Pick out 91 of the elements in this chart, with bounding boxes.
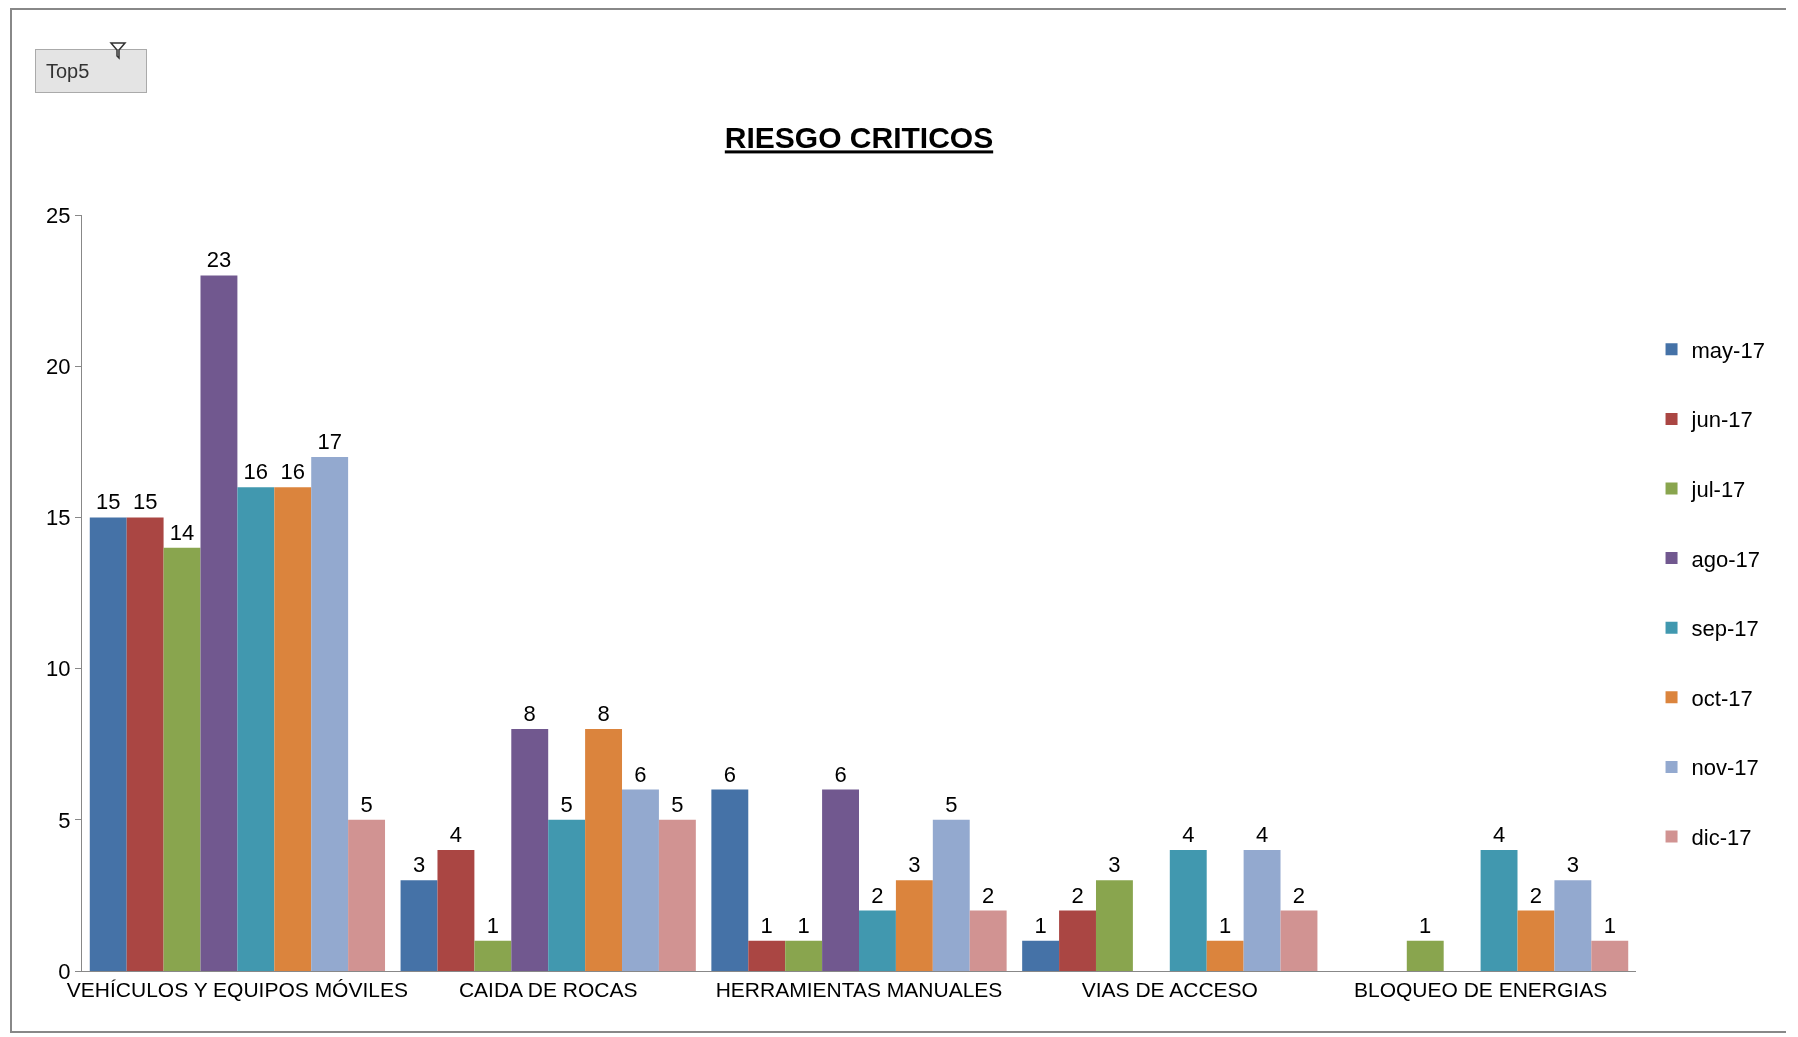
bar	[1095, 880, 1133, 971]
bar	[274, 487, 312, 971]
bar	[1022, 940, 1060, 971]
data-label: 4	[1182, 822, 1195, 848]
bar	[89, 517, 127, 971]
x-tick-label: VIAS DE ACCESO	[1081, 978, 1258, 1002]
x-tick-label: HERRAMIENTAS MANUALES	[715, 978, 1003, 1002]
data-label: 3	[412, 852, 426, 878]
data-label: 1	[1034, 912, 1047, 938]
bar	[1406, 940, 1444, 971]
data-label: 1	[797, 912, 810, 938]
bar	[1280, 910, 1318, 971]
y-tick-label: 5	[58, 807, 71, 833]
bar	[585, 729, 623, 971]
data-label: 1	[1603, 912, 1616, 938]
bar	[1169, 850, 1207, 971]
legend-label: dic-17	[1691, 825, 1752, 851]
data-label: 5	[360, 791, 373, 817]
bar	[437, 850, 475, 971]
data-label: 23	[206, 247, 232, 273]
bar	[711, 789, 749, 971]
data-label: 1	[486, 912, 499, 938]
data-label: 5	[945, 791, 958, 817]
data-label: 2	[1529, 882, 1543, 908]
bar	[622, 789, 659, 971]
data-label: 3	[908, 852, 921, 878]
data-label: 2	[1071, 882, 1084, 908]
data-label: 6	[723, 761, 736, 787]
data-label: 5	[560, 791, 573, 817]
data-label: 4	[1255, 822, 1269, 848]
y-tick-label: 20	[46, 353, 71, 379]
bar	[1059, 910, 1096, 971]
data-label: 6	[834, 761, 847, 787]
bar	[511, 729, 549, 971]
y-tick-label: 10	[46, 656, 71, 682]
bar	[895, 880, 933, 971]
legend-label: may-17	[1691, 337, 1765, 363]
data-label: 16	[280, 459, 306, 485]
data-label: 2	[1292, 882, 1306, 908]
bar	[785, 940, 823, 971]
legend-label: jul-17	[1690, 477, 1746, 503]
data-label: 15	[132, 489, 158, 515]
legend-label: jun-17	[1690, 407, 1753, 433]
data-label: 5	[671, 791, 684, 817]
data-label: 15	[95, 489, 121, 515]
bar	[822, 789, 859, 971]
data-label: 17	[317, 428, 342, 454]
bar	[548, 819, 586, 971]
data-label: 2	[982, 882, 995, 908]
legend-label: nov-17	[1691, 755, 1759, 781]
bar	[1517, 910, 1555, 971]
data-label: 4	[1492, 822, 1506, 848]
bar	[126, 517, 164, 971]
bar	[969, 910, 1007, 971]
bar	[200, 275, 238, 971]
bar	[1480, 850, 1518, 971]
data-label: 1	[1419, 912, 1432, 938]
bar	[1206, 940, 1244, 971]
legend-label: oct-17	[1691, 685, 1753, 711]
y-tick-label: 15	[46, 505, 71, 531]
bar	[474, 940, 512, 971]
x-tick-label: CAIDA DE ROCAS	[458, 978, 638, 1002]
bar	[163, 547, 201, 971]
data-label: 2	[871, 882, 884, 908]
bar	[311, 456, 349, 971]
bar	[1591, 940, 1629, 971]
bar	[932, 819, 970, 971]
data-label: 1	[760, 912, 773, 938]
data-label: 3	[1108, 852, 1121, 878]
bar	[859, 910, 896, 971]
data-label: 3	[1566, 852, 1579, 878]
legend-label: ago-17	[1691, 546, 1761, 572]
legend-label: sep-17	[1691, 616, 1759, 642]
bar	[1554, 880, 1592, 971]
data-label: 1	[1219, 912, 1232, 938]
bar	[237, 487, 275, 971]
bar	[658, 819, 696, 971]
data-label: 8	[523, 701, 536, 727]
chart-title: RIESGO CRITICOS	[724, 121, 994, 155]
y-tick-label: 25	[46, 202, 71, 228]
data-label: 4	[449, 822, 463, 848]
data-label: 16	[243, 459, 269, 485]
bar	[1243, 850, 1281, 971]
x-tick-label: BLOQUEO DE ENERGIAS	[1353, 978, 1608, 1002]
data-label: 6	[634, 761, 647, 787]
text: Top5	[46, 60, 90, 82]
bar	[400, 880, 438, 971]
data-label: 8	[597, 701, 610, 727]
bar	[348, 819, 386, 971]
data-label: 14	[169, 519, 195, 545]
bar	[748, 940, 786, 971]
